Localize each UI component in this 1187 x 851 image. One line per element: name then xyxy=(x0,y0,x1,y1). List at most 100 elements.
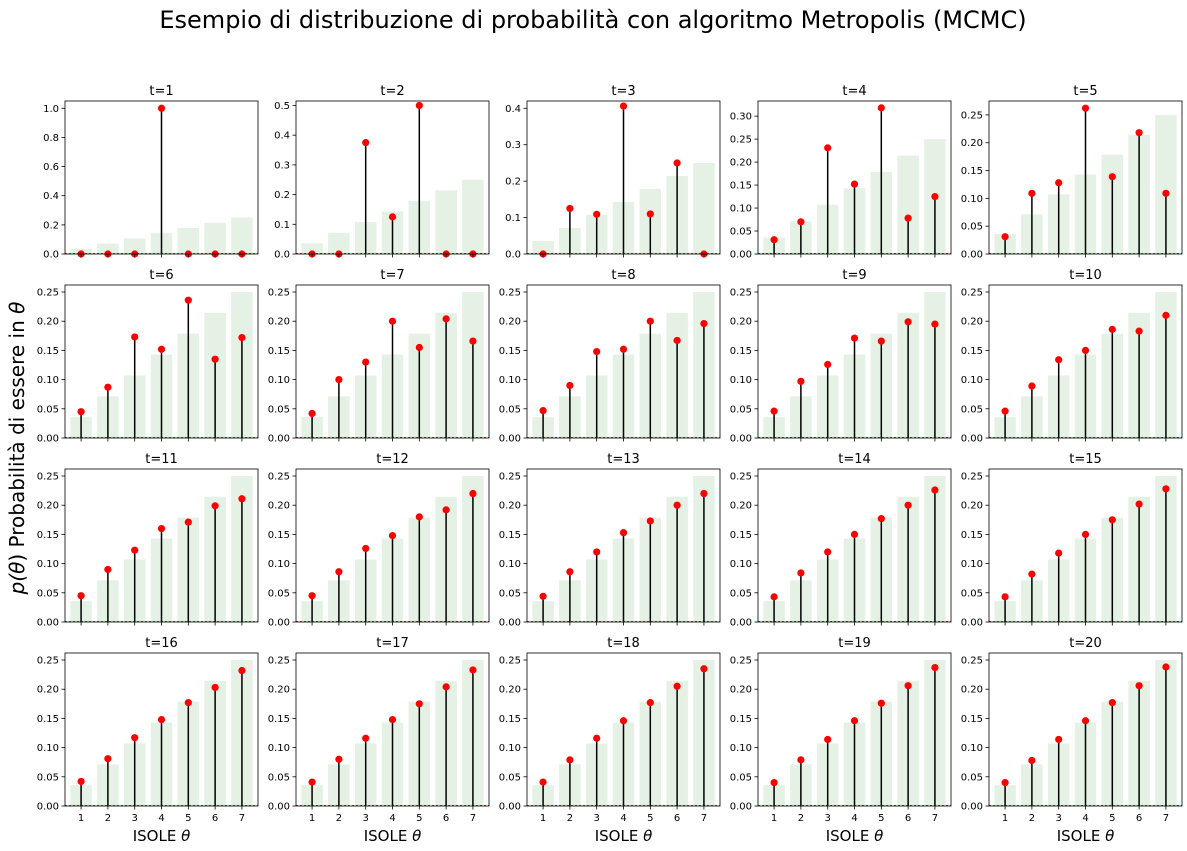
x-axis-label-text: ISOLE xyxy=(595,827,643,845)
y-tick-label: 0.20 xyxy=(961,317,983,328)
panel-title: t=2 xyxy=(380,84,404,99)
y-tick-label: 0.15 xyxy=(37,714,59,725)
y-tick-label: 0.10 xyxy=(499,559,521,570)
stem-marker xyxy=(797,756,805,764)
figure-suptitle: Esempio di distribuzione di probabilità … xyxy=(159,6,1026,34)
y-tick-label: 0.10 xyxy=(730,743,752,754)
stem-marker xyxy=(770,593,778,601)
stem-marker xyxy=(1001,407,1009,415)
target-bar xyxy=(301,243,323,254)
x-tick-label: 1 xyxy=(309,813,315,824)
panel-title: t=16 xyxy=(145,636,178,651)
stem-marker xyxy=(1055,356,1063,364)
x-tick-label: 4 xyxy=(851,813,857,824)
x-axis-label-theta: θ xyxy=(412,827,421,845)
stem-marker xyxy=(850,180,859,188)
y-tick-label: 0.05 xyxy=(961,588,983,599)
x-axis-label-theta: θ xyxy=(643,827,652,845)
y-tick-label: 0.00 xyxy=(961,802,983,813)
target-bar xyxy=(97,243,119,254)
y-tick-label: 1.0 xyxy=(43,104,59,115)
y-tick-label: 0.25 xyxy=(499,288,521,299)
y-tick-label: 0.20 xyxy=(499,317,521,328)
stem-marker xyxy=(904,214,912,222)
stem-marker xyxy=(619,345,628,353)
stem-marker xyxy=(131,734,139,742)
x-tick-label: 5 xyxy=(647,813,653,824)
stem-marker xyxy=(904,501,912,509)
y-tick-label: 0.05 xyxy=(961,222,983,233)
x-tick-label: 7 xyxy=(701,813,707,824)
x-axis-label-text: ISOLE xyxy=(133,827,181,845)
x-axis-label: ISOLE θ xyxy=(1057,827,1115,845)
x-tick-label: 3 xyxy=(132,813,138,824)
panel-title: t=12 xyxy=(376,452,409,467)
stem-marker xyxy=(850,334,859,342)
y-tick-label: 0.05 xyxy=(37,772,59,783)
x-tick-label: 6 xyxy=(1136,813,1142,824)
panel-12: t=12 0.00 0.05 0.10 0.15 0.20 0.25 xyxy=(268,452,490,629)
stem-marker xyxy=(388,213,397,221)
y-tick-label: 0.00 xyxy=(268,618,290,629)
y-tick-label: 0.15 xyxy=(961,166,983,177)
y-tick-label: 0.15 xyxy=(268,346,290,357)
y-tick-label: 0.5 xyxy=(274,101,290,112)
y-tick-label: 0.05 xyxy=(730,588,752,599)
y-tick-label: 0.10 xyxy=(37,559,59,570)
stem-marker xyxy=(308,409,316,418)
x-axis-label-theta: θ xyxy=(1105,827,1114,845)
y-tick-label: 0.05 xyxy=(499,404,521,415)
panel-14: t=14 0.00 0.05 0.10 0.15 0.20 0.25 xyxy=(730,452,952,629)
y-tick-label: 0.30 xyxy=(730,112,752,123)
stem-marker xyxy=(238,666,246,675)
y-tick-label: 0.05 xyxy=(268,588,290,599)
stem-marker xyxy=(850,530,859,539)
stem-marker xyxy=(1108,173,1116,181)
x-tick-label: 7 xyxy=(1163,813,1169,824)
panel-2: t=2 0.0 0.1 0.2 0.3 0.4 0.5 xyxy=(274,84,490,261)
x-tick-label: 4 xyxy=(620,813,626,824)
x-tick-label: 5 xyxy=(1109,813,1115,824)
y-tick-label: 0.25 xyxy=(961,656,983,667)
y-tick-label: 0.05 xyxy=(730,404,752,415)
stem-marker xyxy=(1055,549,1063,557)
figure-ylabel: p(θ) Probabilità di essere in θ xyxy=(5,302,29,596)
y-tick-label: 0.15 xyxy=(268,714,290,725)
panel-6: t=6 0.00 0.05 0.10 0.15 0.20 0.25 xyxy=(37,268,259,445)
stem-marker xyxy=(1162,311,1170,319)
target-bar xyxy=(693,162,715,254)
x-tick-label: 1 xyxy=(540,813,546,824)
y-tick-label: 0.00 xyxy=(37,802,59,813)
stem-marker xyxy=(646,210,654,218)
stem-marker xyxy=(824,144,832,152)
panel-17: t=17 0.00 0.05 0.10 0.15 0.20 0.25 1 2 3 4 5 6 7 ISOLE… xyxy=(268,636,490,845)
target-bar xyxy=(435,190,457,254)
y-tick-label: 0.00 xyxy=(499,618,521,629)
stem-marker xyxy=(1162,663,1170,671)
y-tick-label: 0.1 xyxy=(274,220,290,231)
x-axis-label: ISOLE θ xyxy=(133,827,191,845)
stem-marker xyxy=(388,715,397,724)
panel-9: t=9 0.00 0.05 0.10 0.15 0.20 0.25 xyxy=(730,268,952,445)
y-tick-label: 0.25 xyxy=(268,472,290,483)
y-tick-label: 0.20 xyxy=(268,501,290,512)
stem-marker xyxy=(131,546,139,554)
y-tick-label: 0.25 xyxy=(499,472,521,483)
x-tick-label: 7 xyxy=(470,813,476,824)
stem-marker xyxy=(566,756,574,764)
x-tick-label: 5 xyxy=(878,813,884,824)
y-tick-label: 0.00 xyxy=(961,434,983,445)
y-tick-label: 0.4 xyxy=(505,104,521,115)
panel-title: t=8 xyxy=(611,268,635,283)
stem-marker xyxy=(308,592,316,600)
x-tick-label: 4 xyxy=(389,813,395,824)
stem-marker xyxy=(157,524,166,533)
panel-7: t=7 0.00 0.05 0.10 0.15 0.20 0.25 xyxy=(268,268,490,445)
y-tick-label: 0.00 xyxy=(961,250,983,261)
stem-marker xyxy=(1081,104,1090,112)
panel-title: t=20 xyxy=(1069,636,1102,651)
stem-marker xyxy=(593,210,601,218)
stem-marker xyxy=(157,715,166,724)
panel-title: t=14 xyxy=(838,452,871,467)
x-axis-label-text: ISOLE xyxy=(826,827,874,845)
